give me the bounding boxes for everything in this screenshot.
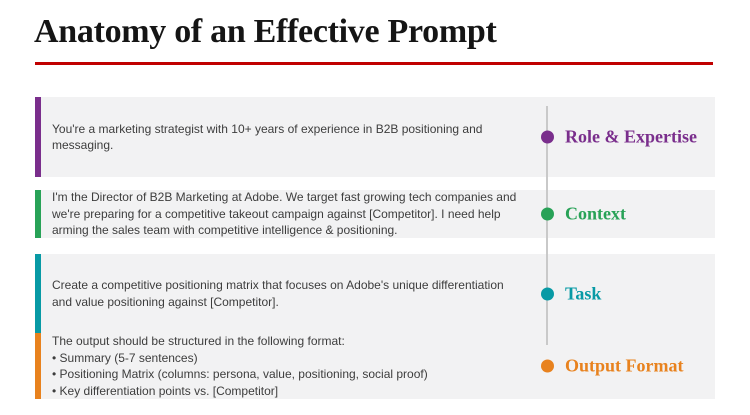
row-label: Role & Expertise: [565, 126, 697, 147]
timeline-dot-icon: [541, 207, 554, 221]
row-label: Task: [565, 283, 602, 303]
prompt-row: Create a competitive positioning matrix …: [35, 254, 715, 333]
timeline-dot-icon: [541, 130, 554, 144]
prompt-anatomy-list: You're a marketing strategist with 10+ y…: [35, 81, 715, 399]
prompt-row: The output should be structured in the f…: [35, 333, 715, 399]
row-content: The output should be structured in the f…: [41, 333, 715, 399]
row-accent-bar: [35, 333, 41, 399]
prompt-row: I'm the Director of B2B Marketing at Ado…: [35, 190, 715, 238]
timeline-line: [546, 106, 548, 345]
row-text: You're a marketing strategist with 10+ y…: [52, 121, 483, 153]
row-content: You're a marketing strategist with 10+ y…: [41, 97, 715, 177]
row-accent-bar: [35, 97, 41, 177]
page-title: Anatomy of an Effective Prompt: [34, 13, 497, 50]
prompt-row: You're a marketing strategist with 10+ y…: [35, 97, 715, 177]
timeline-dot-icon: [541, 287, 554, 300]
row-content: I'm the Director of B2B Marketing at Ado…: [41, 190, 715, 238]
row-text: Create a competitive positioning matrix …: [52, 278, 504, 309]
row-accent-bar: [35, 254, 41, 333]
row-text: I'm the Director of B2B Marketing at Ado…: [52, 190, 517, 238]
row-text: The output should be structured in the f…: [52, 334, 428, 398]
timeline-dot-icon: [541, 359, 554, 373]
row-accent-bar: [35, 190, 41, 238]
row-label: Output Format: [565, 355, 684, 376]
title-divider-line: [35, 62, 713, 65]
row-label: Context: [565, 203, 626, 224]
row-content: Create a competitive positioning matrix …: [41, 254, 715, 333]
